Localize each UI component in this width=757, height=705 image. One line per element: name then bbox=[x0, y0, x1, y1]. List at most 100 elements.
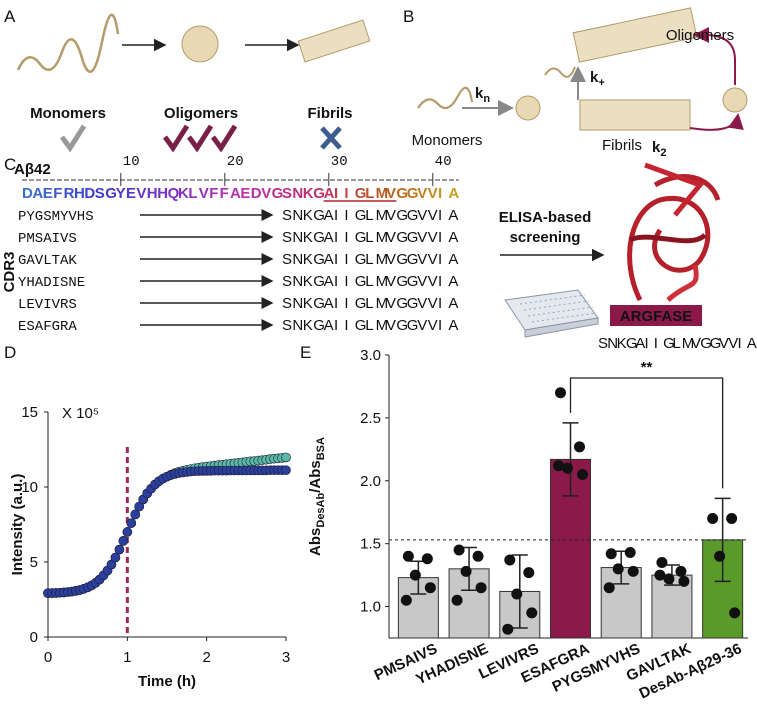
residue: A bbox=[324, 251, 334, 268]
y-tick-label: 2.0 bbox=[360, 473, 381, 490]
y-tick-label: 15 bbox=[21, 404, 38, 421]
residue: V bbox=[417, 251, 427, 268]
y-axis-label-part: BSA bbox=[315, 437, 327, 460]
residue: G bbox=[396, 317, 408, 334]
residue: G bbox=[407, 295, 419, 312]
y-tick-label: 1.0 bbox=[360, 599, 381, 616]
residue: L bbox=[365, 229, 373, 246]
epitope-segment: VGGVVI A bbox=[386, 229, 458, 246]
residue: G bbox=[407, 317, 419, 334]
residue: H bbox=[74, 185, 85, 202]
residue: V bbox=[417, 317, 427, 334]
residue: N bbox=[292, 273, 303, 290]
residue: G bbox=[355, 251, 367, 268]
residue: G bbox=[663, 335, 675, 352]
residue: A bbox=[448, 207, 458, 224]
residue: I bbox=[438, 251, 442, 268]
residue: N bbox=[292, 251, 303, 268]
residue: G bbox=[626, 335, 638, 352]
residue: I bbox=[738, 335, 742, 352]
x-tick-label: 3 bbox=[282, 649, 290, 666]
residue: S bbox=[282, 295, 292, 312]
residue: S bbox=[282, 317, 292, 334]
oligomer-icon bbox=[181, 25, 219, 63]
residue: V bbox=[428, 251, 438, 268]
fibril-icon bbox=[297, 19, 371, 63]
residue: I bbox=[334, 273, 338, 290]
residue: L bbox=[672, 335, 680, 352]
replicate-point bbox=[574, 441, 585, 453]
residue: K bbox=[303, 185, 314, 202]
residue: I bbox=[334, 295, 338, 312]
replicate-point bbox=[612, 563, 624, 575]
significance-bracket bbox=[569, 377, 724, 489]
residue: V bbox=[386, 295, 396, 312]
replicate-point bbox=[678, 575, 690, 587]
residue: F bbox=[53, 185, 62, 202]
residue: Q bbox=[168, 185, 180, 202]
residue: G bbox=[407, 273, 419, 290]
replicate-point bbox=[654, 569, 666, 581]
y-tick-label: 3.0 bbox=[360, 347, 381, 364]
replicate-point bbox=[627, 565, 639, 577]
rate-subscript: n bbox=[483, 93, 490, 105]
data-point bbox=[130, 509, 141, 520]
replicate-point bbox=[421, 553, 433, 565]
residue: A bbox=[747, 335, 757, 352]
replicate-point bbox=[726, 513, 738, 525]
epitope-segment: L MVGGVVI A bbox=[365, 273, 458, 290]
replicate-point bbox=[526, 607, 538, 619]
peptide-label: Aβ42 bbox=[14, 161, 51, 178]
residue: K bbox=[303, 273, 313, 290]
panel-label: E bbox=[300, 343, 311, 362]
arrow bbox=[689, 113, 744, 131]
residue: G bbox=[313, 251, 325, 268]
residue: A bbox=[324, 229, 334, 246]
residue: E bbox=[126, 185, 136, 202]
residue: G bbox=[396, 251, 408, 268]
replicate-point bbox=[472, 550, 484, 562]
epitope-segment: SNKGAI I GL M bbox=[282, 229, 388, 246]
cross-icon bbox=[320, 126, 342, 150]
y-scale-label: X 10⁵ bbox=[62, 405, 99, 422]
residue: V bbox=[386, 273, 396, 290]
residue: G bbox=[407, 185, 419, 202]
data-point bbox=[281, 452, 291, 463]
residue: V bbox=[417, 207, 427, 224]
residue: K bbox=[303, 295, 313, 312]
oligomer-icon bbox=[722, 87, 748, 113]
y-axis-label: Intensity (a.u.) bbox=[9, 474, 26, 576]
residue: M bbox=[682, 335, 695, 352]
error-bar bbox=[714, 497, 731, 583]
residue: V bbox=[428, 295, 438, 312]
residue: G bbox=[355, 317, 367, 334]
residue: D bbox=[251, 185, 262, 202]
residue: L bbox=[365, 273, 373, 290]
residue: A bbox=[324, 273, 334, 290]
y-axis-label: AbsDesAb/AbsBSA bbox=[307, 437, 327, 556]
replicate-point bbox=[453, 544, 465, 556]
rate-constant: k2 bbox=[652, 139, 666, 159]
residue: L bbox=[188, 185, 197, 202]
x-tick-label: 2 bbox=[202, 649, 210, 666]
x-tick-label: 0 bbox=[44, 649, 52, 666]
residue: D bbox=[84, 185, 95, 202]
residue: S bbox=[282, 229, 292, 246]
residue: V bbox=[428, 273, 438, 290]
residue: V bbox=[691, 335, 701, 352]
y-tick-label: 2.5 bbox=[360, 410, 381, 427]
residue: N bbox=[607, 335, 618, 352]
data-point bbox=[122, 527, 133, 537]
data-point bbox=[281, 465, 291, 476]
panel-label: C bbox=[4, 155, 16, 174]
panel-label: D bbox=[4, 343, 16, 362]
residue: I bbox=[334, 229, 338, 246]
residue: I bbox=[344, 251, 348, 268]
residue: I bbox=[645, 335, 649, 352]
residue: G bbox=[355, 229, 367, 246]
residue: K bbox=[303, 317, 313, 334]
residue: E bbox=[43, 185, 53, 202]
replicate-point bbox=[663, 573, 675, 585]
residue: G bbox=[313, 295, 325, 312]
residue: G bbox=[396, 229, 408, 246]
